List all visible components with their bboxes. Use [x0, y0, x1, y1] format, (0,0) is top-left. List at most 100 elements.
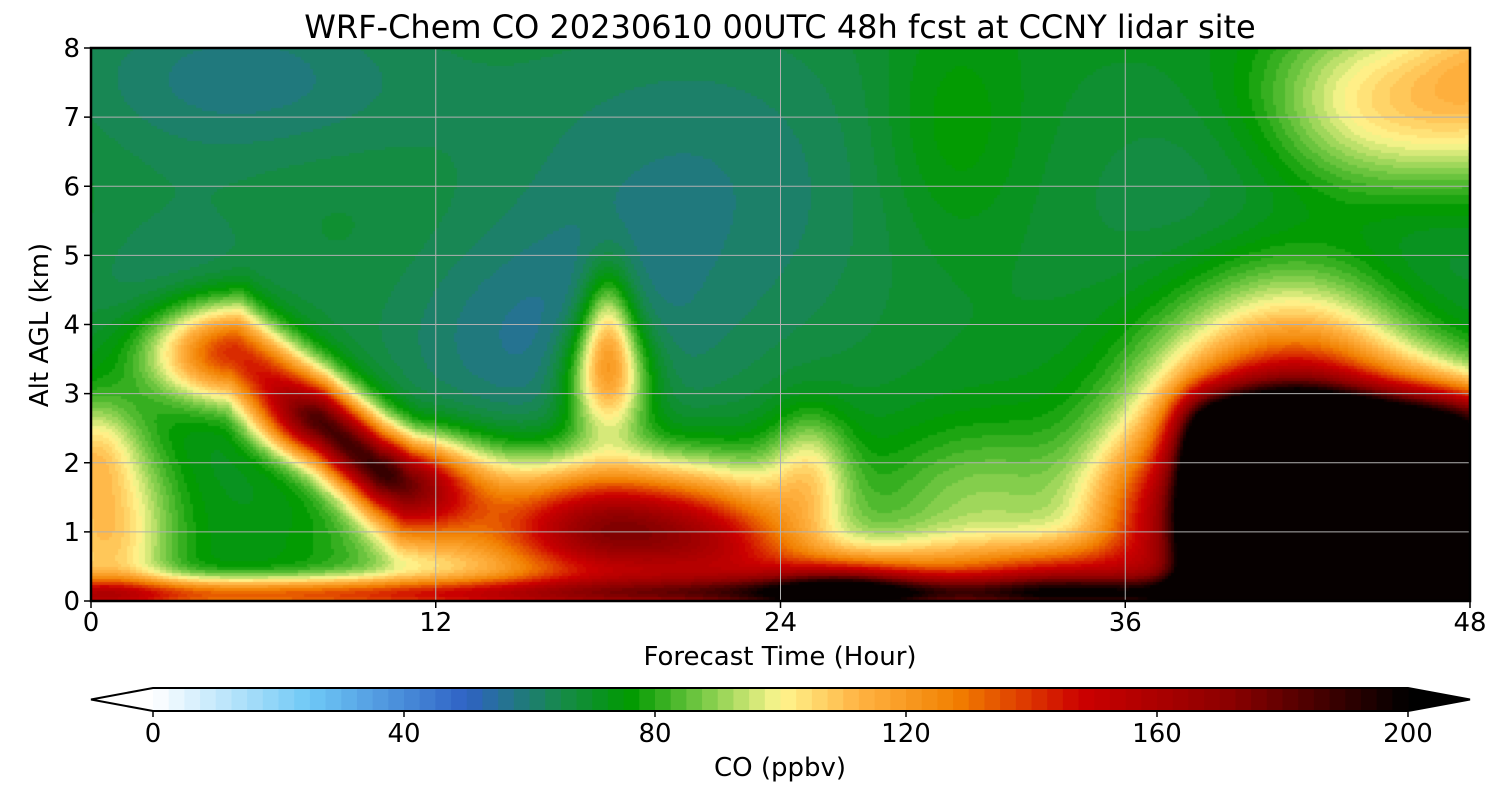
x-tick-label: 36	[1109, 608, 1142, 638]
colorbar-tick-label: 80	[638, 719, 671, 749]
colorbar-level	[1157, 688, 1174, 711]
colorbar-level	[1345, 688, 1362, 711]
colorbar-level	[482, 688, 499, 711]
y-tick-label: 2	[63, 449, 80, 479]
y-tick-label: 0	[63, 587, 80, 617]
colorbar-level	[545, 688, 562, 711]
colorbar-tick-label: 160	[1132, 719, 1182, 749]
y-tick-label: 5	[63, 241, 80, 271]
colorbar-level	[1172, 688, 1189, 711]
colorbar-tick-label: 120	[881, 719, 931, 749]
colorbar-level	[1329, 688, 1346, 711]
x-tick-label: 0	[83, 608, 100, 638]
colorbar-level	[906, 688, 923, 711]
colorbar-level	[309, 688, 327, 711]
colorbar-level	[372, 688, 389, 711]
colorbar-level	[733, 688, 750, 711]
colorbar-level	[153, 688, 170, 711]
colorbar-tick-label: 200	[1383, 719, 1433, 749]
colorbar-level	[435, 688, 452, 711]
colorbar-level	[1298, 688, 1315, 711]
colorbar-level	[686, 688, 703, 711]
colorbar-level	[1235, 688, 1252, 711]
colorbar-level	[968, 688, 986, 711]
colorbar-level	[1094, 688, 1111, 711]
colorbar-level	[1078, 688, 1095, 711]
colorbar-level	[576, 688, 593, 711]
colorbar-level	[341, 688, 358, 711]
colorbar-level	[247, 688, 264, 711]
colorbar-level	[1204, 688, 1221, 711]
colorbar-tick-label: 40	[387, 719, 420, 749]
colorbar-level	[827, 688, 844, 711]
colorbar-level	[325, 688, 342, 711]
colorbar-level	[937, 688, 954, 711]
colorbar-level	[513, 688, 531, 711]
colorbar-level	[858, 688, 876, 711]
chart-title: WRF-Chem CO 20230610 00UTC 48h fcst at C…	[304, 8, 1255, 46]
colorbar-level	[655, 688, 672, 711]
y-tick-label: 8	[63, 34, 80, 64]
colorbar-level	[231, 688, 248, 711]
colorbar-level	[890, 688, 907, 711]
colorbar: 0 40 80 120 160 200	[90, 687, 1471, 749]
colorbar-level	[1313, 688, 1331, 711]
colorbar-level	[419, 688, 436, 711]
colorbar-level	[607, 688, 625, 711]
colorbar-level	[560, 688, 578, 711]
colorbar-level	[184, 688, 201, 711]
colorbar-level	[749, 688, 766, 711]
colorbar-level	[404, 688, 421, 711]
colorbar-level	[451, 688, 468, 711]
colorbar-level	[215, 688, 233, 711]
y-tick-label: 1	[63, 518, 80, 548]
colorbar-level	[1392, 688, 1409, 711]
y-tick-label: 3	[63, 380, 80, 410]
colorbar-level	[1015, 688, 1033, 711]
colorbar-level	[953, 688, 970, 711]
colorbar-level	[168, 688, 185, 711]
colorbar-level	[1000, 688, 1017, 711]
colorbar-level	[796, 688, 813, 711]
colorbar-level	[498, 688, 515, 711]
colorbar-extend-high	[1408, 688, 1470, 711]
colorbar-level	[1062, 688, 1080, 711]
y-axis-label: Alt AGL (km)	[25, 243, 55, 407]
colorbar-level	[984, 688, 1001, 711]
x-tick-label: 48	[1453, 608, 1486, 638]
colorbar-level	[1188, 688, 1205, 711]
colorbar-level	[780, 688, 797, 711]
colorbar-level	[388, 688, 405, 711]
colorbar-level	[670, 688, 687, 711]
colorbar-level	[717, 688, 735, 711]
colorbar-level	[529, 688, 546, 711]
colorbar-level	[1219, 688, 1237, 711]
colorbar-level	[1376, 688, 1393, 711]
colorbar-level	[1047, 688, 1064, 711]
grid	[91, 48, 1470, 601]
colorbar-extend-low	[91, 688, 153, 711]
x-tick-label: 12	[419, 608, 452, 638]
colorbar-level	[1251, 688, 1268, 711]
colorbar-level	[843, 688, 860, 711]
x-tick-label: 24	[764, 608, 797, 638]
colorbar-level	[466, 688, 484, 711]
colorbar-level	[278, 688, 295, 711]
colorbar-level	[1109, 688, 1127, 711]
colorbar-level	[811, 688, 829, 711]
colorbar-tick-label: 0	[145, 719, 162, 749]
colorbar-level	[356, 688, 374, 711]
colorbar-level	[294, 688, 311, 711]
colorbar-level	[702, 688, 719, 711]
y-tick-label: 7	[63, 103, 80, 133]
colorbar-level	[1125, 688, 1142, 711]
colorbar-label: CO (ppbv)	[714, 753, 846, 783]
colorbar-level	[1282, 688, 1299, 711]
x-axis-label: Forecast Time (Hour)	[643, 642, 916, 672]
colorbar-level	[1141, 688, 1158, 711]
y-tick-label: 4	[63, 311, 80, 341]
colorbar-level	[1360, 688, 1378, 711]
colorbar-level	[200, 688, 217, 711]
